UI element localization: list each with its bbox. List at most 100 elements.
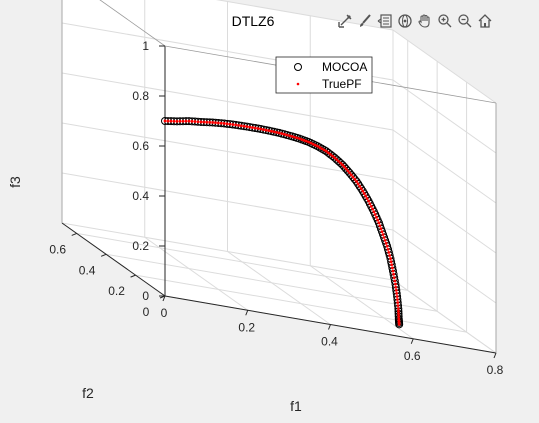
data-point-truepf	[316, 144, 320, 148]
grid-line-z-sidewall	[392, 129, 497, 204]
data-point-truepf	[377, 221, 381, 225]
x-tick-label: 0.4	[321, 335, 338, 349]
y-axis-title: f2	[82, 385, 94, 401]
y-tick-label: 0.6	[49, 242, 66, 256]
data-point-truepf	[219, 121, 223, 125]
data-point-truepf	[295, 136, 299, 140]
data-cursor-icon[interactable]	[336, 11, 354, 31]
data-point-truepf	[396, 304, 400, 308]
z-tick-label: 0.4	[132, 189, 149, 203]
legend-box	[275, 56, 373, 94]
data-point-truepf	[267, 129, 271, 133]
data-point-truepf	[392, 272, 395, 276]
data-point-truepf	[394, 282, 397, 286]
grid-line-x-floor	[227, 251, 331, 325]
data-point-truepf	[359, 187, 363, 191]
data-point-truepf	[353, 177, 357, 181]
data-point-truepf	[237, 123, 240, 127]
legend-toggle-icon[interactable]	[376, 11, 394, 31]
grid-line-z-backwall	[61, 122, 394, 181]
data-point-truepf	[187, 119, 191, 123]
data-point-truepf	[331, 154, 334, 158]
data-point-truepf	[397, 322, 401, 326]
data-point-truepf	[335, 158, 339, 161]
x-tick-label: 0	[161, 306, 168, 320]
data-point-truepf	[327, 151, 330, 155]
data-point-truepf	[285, 133, 289, 137]
data-point-truepf	[383, 239, 387, 242]
data-point-truepf	[392, 276, 396, 279]
data-point-truepf	[199, 120, 203, 124]
data-point-truepf	[372, 210, 376, 214]
data-point-truepf	[385, 244, 389, 248]
tick-labels: 0 0.2 0.4 0.6 0.8 0 0.2 0.4 0.6 0 0.2 0.4 0.6 0.8 1	[49, 39, 503, 377]
y-tick-mark	[71, 232, 77, 236]
data-point-truepf	[355, 180, 358, 183]
grid-line-y-floor	[106, 253, 438, 312]
axes-toolbar	[336, 10, 494, 32]
z-axis-title: f3	[7, 176, 23, 188]
data-point-truepf	[389, 257, 392, 260]
data-point-truepf	[300, 138, 304, 141]
data-point-truepf	[346, 169, 350, 173]
brush-icon[interactable]	[356, 11, 374, 31]
grid-line-z-backwall	[61, 222, 394, 281]
data-point-truepf	[304, 139, 308, 143]
legend-marker-mocoa	[294, 63, 302, 71]
data-point-truepf	[166, 119, 170, 123]
data-point-truepf	[387, 251, 391, 254]
data-point-truepf	[259, 127, 263, 131]
zoom-in-icon[interactable]	[436, 11, 454, 31]
data-point-truepf	[342, 165, 346, 169]
legend[interactable]: MOCOA TruePF	[275, 56, 373, 94]
pan-hand-icon[interactable]	[416, 11, 434, 31]
data-point-truepf	[190, 119, 194, 123]
data-point-truepf	[364, 194, 368, 198]
x-tick-mark	[328, 324, 331, 330]
data-point-truepf	[396, 301, 400, 304]
rotate-3d-icon[interactable]	[396, 11, 414, 31]
data-point-truepf	[368, 202, 372, 206]
data-point-truepf	[348, 171, 351, 175]
grid-line-z-backwall	[61, 72, 394, 131]
back-wall-yz	[393, 30, 496, 353]
data-point-truepf	[293, 135, 296, 139]
data-point-truepf	[393, 279, 397, 283]
data-point-truepf	[349, 173, 353, 177]
y-tick-label: 0.4	[79, 263, 96, 277]
data-point-truepf	[290, 135, 294, 138]
data-point-truepf	[302, 138, 306, 142]
y-tick-mark	[130, 274, 136, 278]
data-point-truepf	[228, 122, 232, 126]
data-point-truepf	[202, 120, 206, 124]
data-point-truepf	[369, 204, 373, 208]
data-point-truepf	[375, 215, 378, 219]
data-point-truepf	[376, 218, 380, 222]
zoom-out-icon[interactable]	[456, 11, 474, 31]
data-point-truepf	[178, 119, 182, 123]
grid-line-z-sidewall	[392, 79, 497, 154]
data-point-truepf	[367, 199, 370, 203]
data-point-truepf	[234, 123, 238, 127]
data-point-truepf	[196, 120, 200, 124]
data-point-truepf	[318, 146, 322, 149]
y-axis-line	[61, 222, 166, 297]
x-tick-label: 0.8	[487, 363, 504, 377]
data-point-truepf	[386, 247, 390, 251]
data-point-truepf	[362, 192, 366, 195]
data-point-truepf	[329, 153, 332, 156]
data-point-truepf	[214, 121, 217, 125]
home-icon[interactable]	[476, 11, 494, 31]
data-point-truepf	[384, 241, 388, 245]
data-point-truepf	[333, 156, 337, 160]
data-point-truepf	[193, 120, 197, 123]
data-point-truepf	[361, 189, 365, 193]
grid-line-z-sidewall	[392, 29, 497, 104]
data-point-truepf	[172, 119, 176, 123]
data-point-truepf	[351, 175, 355, 179]
data-point-truepf	[245, 125, 249, 129]
data-point-truepf	[341, 163, 344, 167]
data-points	[161, 117, 404, 329]
